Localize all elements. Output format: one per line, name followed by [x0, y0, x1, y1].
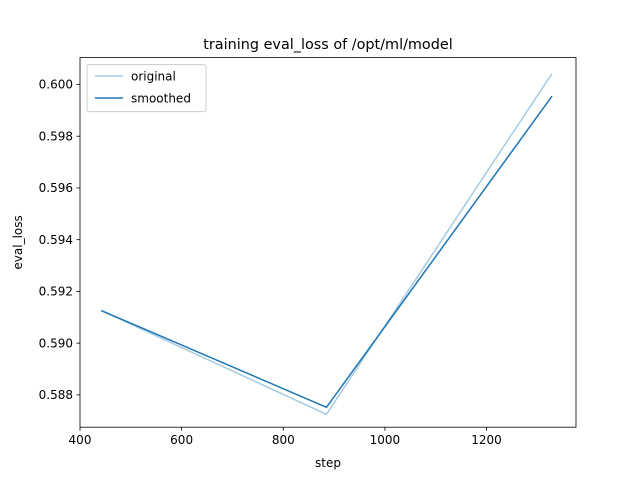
- y-axis-label: eval_loss: [11, 215, 25, 269]
- chart-title: training eval_loss of /opt/ml/model: [203, 37, 452, 53]
- series-line-original: [100, 73, 553, 416]
- y-tick-label: 0.590: [39, 336, 73, 350]
- x-tick-label: 400: [69, 433, 92, 447]
- y-axis-ticks: 0.588 0.590 0.592 0.594 0.596 0.598 0.600: [39, 78, 80, 402]
- plot-area: [80, 57, 576, 428]
- y-tick-label: 0.598: [39, 129, 73, 143]
- x-axis-ticks: 400 600 800 1000 1200: [69, 427, 502, 447]
- x-tick-label: 1200: [471, 433, 502, 447]
- x-axis-label: step: [315, 456, 341, 470]
- y-tick-label: 0.588: [39, 388, 73, 402]
- y-tick-label: 0.592: [39, 285, 73, 299]
- y-tick-label: 0.600: [39, 78, 73, 92]
- legend-label-smoothed: smoothed: [131, 91, 191, 105]
- y-tick-label: 0.594: [39, 233, 73, 247]
- x-tick-label: 1000: [370, 433, 401, 447]
- x-tick-label: 600: [170, 433, 193, 447]
- x-tick-label: 800: [272, 433, 295, 447]
- legend-label-original: original: [131, 69, 176, 83]
- series-line-smoothed: [100, 95, 553, 409]
- axes-frame: [79, 57, 577, 428]
- series-lines: [100, 73, 553, 416]
- y-tick-label: 0.596: [39, 181, 73, 195]
- legend: original smoothed: [86, 64, 207, 113]
